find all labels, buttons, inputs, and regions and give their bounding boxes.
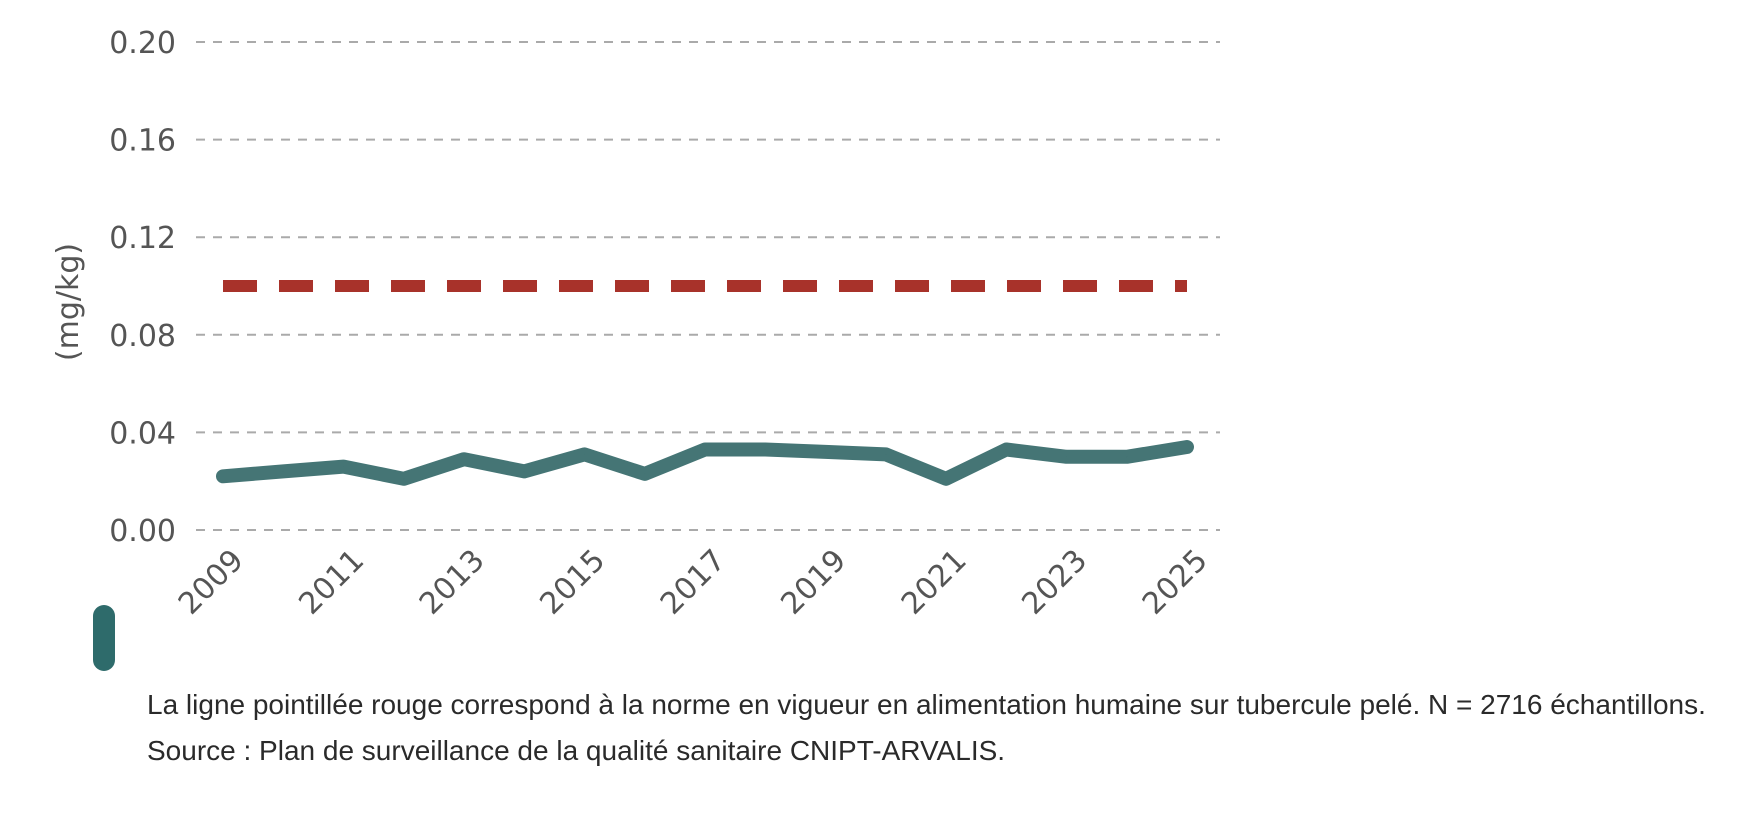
- y-tick-label: 0.16: [109, 124, 176, 159]
- data-point: [463, 458, 465, 460]
- data-point: [885, 453, 887, 455]
- data-point: [523, 470, 525, 472]
- x-tick-label: 2021: [895, 543, 974, 622]
- data-point: [282, 470, 284, 472]
- y-tick-label: 0.04: [109, 416, 176, 451]
- data-point: [1005, 448, 1007, 450]
- y-tick-label: 0.12: [109, 221, 176, 256]
- y-tick-label: 0.08: [109, 319, 176, 354]
- series-line: [216, 440, 1194, 486]
- y-tick-label: 0.00: [109, 514, 176, 549]
- data-point: [825, 451, 826, 453]
- data-point: [764, 448, 766, 450]
- data-point: [704, 448, 706, 450]
- chart: 0.00 0.04 0.08 0.12 0.16 0.20 (mg/kg) 2009 2011 2…: [51, 26, 1220, 622]
- x-tick-label: 2015: [533, 543, 612, 622]
- y-axis-label: (mg/kg): [51, 243, 86, 361]
- data-point: [584, 453, 585, 455]
- x-tick-label: 2011: [292, 543, 371, 622]
- data-point: [644, 473, 646, 475]
- x-tick-label: 2009: [172, 543, 251, 622]
- x-tick-label: 2023: [1015, 543, 1094, 622]
- data-point: [945, 478, 947, 480]
- x-tick-label: 2019: [774, 543, 853, 622]
- data-point: [1126, 456, 1128, 458]
- x-tick-label: 2017: [654, 543, 733, 622]
- data-point: [403, 478, 405, 480]
- data-point: [222, 475, 224, 477]
- y-tick-label: 0.20: [109, 26, 176, 61]
- chart-caption: La ligne pointillée rouge correspond à l…: [147, 689, 1706, 766]
- data-point: [1186, 446, 1188, 448]
- data-point: [1066, 456, 1067, 458]
- x-tick-label: 2013: [413, 543, 492, 622]
- caption-marker: [93, 605, 115, 671]
- data-point: [343, 466, 344, 468]
- x-tick-label: 2025: [1136, 543, 1215, 622]
